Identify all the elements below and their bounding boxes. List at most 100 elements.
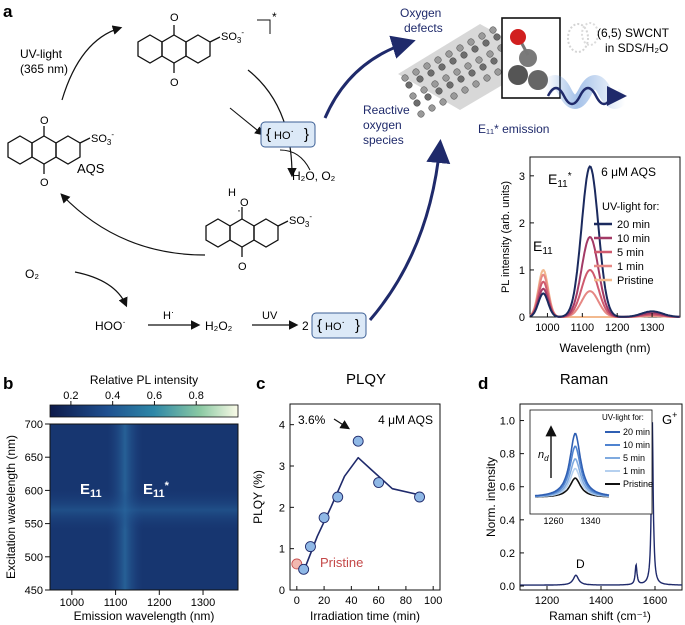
oxygen-atom-icon bbox=[510, 29, 526, 45]
cycle-arrow-bottom bbox=[60, 193, 206, 256]
panel-a: a O O SO3- * O O SO3- AQS bbox=[3, 2, 681, 355]
pl-legend-title: UV-light for: bbox=[602, 201, 659, 213]
carbon-atom bbox=[460, 51, 468, 59]
panel-c: c PLQY 3.6% 4 μM AQS Pristine 0 20 40 60 80 1… bbox=[251, 371, 442, 623]
colorbar-tick-label: 0.2 bbox=[63, 390, 78, 402]
pl-legend-label: 10 min bbox=[617, 233, 650, 245]
plqy-ytick-label: 2 bbox=[279, 502, 285, 514]
cycle-arrow-right bbox=[247, 69, 297, 178]
plqy-fit-line bbox=[302, 456, 420, 572]
top-so3: SO3- bbox=[221, 28, 244, 45]
uv-wavelength-label: (365 nm) bbox=[20, 62, 68, 76]
oxygen-defects-line2: defects bbox=[404, 21, 443, 35]
ho-radical-box bbox=[260, 121, 316, 148]
swcnt-medium-label: in SDS/H₂O bbox=[605, 41, 668, 55]
plqy-annotation-arrow bbox=[333, 418, 351, 430]
carbon-atom bbox=[461, 86, 469, 94]
plqy-xlabel: Irradiation time (min) bbox=[310, 609, 420, 623]
pl-ytick-label: 2 bbox=[519, 218, 525, 230]
pl-xtick-label: 1100 bbox=[570, 322, 594, 334]
panel-label-a: a bbox=[3, 2, 13, 21]
ho-release-arrow bbox=[229, 107, 264, 136]
carbon-atom bbox=[435, 87, 443, 95]
o2-label: O₂ bbox=[25, 267, 39, 281]
reactive-oxygen-line1: Reactive bbox=[363, 103, 410, 117]
aqs-so3: SO3- bbox=[91, 130, 114, 147]
reduced-aqs-structure bbox=[205, 207, 289, 257]
pl-xtick-label: 1000 bbox=[535, 322, 559, 334]
plqy-point bbox=[305, 541, 316, 553]
raman-legend-label: Pristine bbox=[623, 479, 653, 489]
reduced-h: H bbox=[228, 187, 236, 199]
pl-e11star-label: E11* bbox=[548, 171, 572, 190]
carbon-atom bbox=[456, 44, 464, 52]
raman-plot bbox=[520, 422, 682, 586]
raman-g-label: G+ bbox=[662, 410, 677, 427]
reduced-dot: · bbox=[237, 203, 241, 217]
carbon-atom bbox=[413, 99, 421, 107]
emission-label: E₁₁* emission bbox=[478, 122, 549, 136]
carbon-atom bbox=[431, 80, 439, 88]
plqy-ylabel: PLQY (%) bbox=[251, 470, 265, 524]
carbon-atom bbox=[409, 92, 417, 100]
plqy-ytick-label: 4 bbox=[279, 420, 285, 432]
raman-ytick-label: 1.0 bbox=[500, 416, 515, 428]
pl-ticks: 1000 1100 1200 1300 0 1 2 3 bbox=[519, 171, 664, 334]
carbon-atom bbox=[420, 86, 428, 94]
raman-ticks: 1200 1400 1600 0.0 0.2 0.4 0.6 0.8 1.0 bbox=[500, 416, 668, 607]
raman-spectrum-line bbox=[520, 422, 682, 586]
panel-label-c: c bbox=[256, 374, 265, 393]
raman-ylabel: Norm. intensity bbox=[484, 457, 498, 537]
heatmap-xtick-label: 1100 bbox=[104, 597, 128, 609]
uv-arrow bbox=[61, 25, 123, 101]
panel-b: b Relative PL intensity 0.2 0.4 0.6 0.8 E11… bbox=[3, 373, 239, 623]
carbon-atom bbox=[457, 75, 465, 83]
pl-xtick-label: 1300 bbox=[640, 322, 664, 334]
raman-title: Raman bbox=[560, 371, 608, 388]
hoo-label: HOO· bbox=[95, 317, 126, 333]
carbon-atom bbox=[446, 81, 454, 89]
excited-star: * bbox=[272, 10, 277, 24]
plqy-concentration: 4 μM AQS bbox=[378, 413, 433, 427]
carbon-atom bbox=[442, 74, 450, 82]
panel-label-d: d bbox=[478, 374, 488, 393]
raman-inset-nd: nd bbox=[538, 449, 549, 463]
carbon-atom bbox=[438, 63, 446, 71]
pl-legend-label: 5 min bbox=[617, 247, 644, 259]
ho-brace-open: { bbox=[266, 126, 271, 143]
colorbar bbox=[49, 404, 239, 418]
plqy-point bbox=[332, 491, 344, 503]
colorbar-ticks: 0.2 0.4 0.6 0.8 bbox=[63, 390, 204, 405]
carbon-atom bbox=[471, 45, 479, 53]
plqy-title: PLQY bbox=[346, 371, 386, 388]
plqy-xtick-label: 20 bbox=[318, 595, 330, 607]
aqs-excited-structure bbox=[137, 25, 221, 73]
raman-inset-line-20-min bbox=[534, 432, 610, 497]
ho-radical-box-2 bbox=[311, 312, 367, 339]
carbon-atom bbox=[482, 39, 490, 47]
heatmap-ytick-label: 450 bbox=[25, 585, 43, 597]
heatmap-ticks: 1000 1100 1200 1300 700 650 600 550 500 450 bbox=[25, 419, 216, 609]
h2o2-label: H₂O₂ bbox=[205, 319, 233, 333]
carbon-atom bbox=[489, 26, 497, 34]
carbon-atom bbox=[490, 57, 498, 65]
carbon-atom bbox=[468, 69, 476, 77]
reactive-oxygen-line3: species bbox=[363, 133, 404, 147]
heatmap-ytick-label: 500 bbox=[25, 552, 43, 564]
colorbar-tick-label: 0.8 bbox=[189, 390, 204, 402]
pl-ytick-label: 1 bbox=[519, 265, 525, 277]
o2-arrow bbox=[74, 271, 128, 308]
colorbar-title: Relative PL intensity bbox=[90, 373, 198, 387]
heatmap-xlabel: Emission wavelength (nm) bbox=[74, 609, 215, 623]
pl-concentration: 6 μM AQS bbox=[601, 165, 656, 179]
reduced-so3: SO3- bbox=[289, 212, 312, 229]
h-radical-label: H· bbox=[163, 307, 174, 322]
plqy-xtick-label: 100 bbox=[424, 595, 442, 607]
heatmap-ylabel: Excitation wavelength (nm) bbox=[4, 435, 18, 579]
swcnt-illustration bbox=[398, 17, 632, 118]
raman-xtick-label: 1200 bbox=[535, 595, 559, 607]
reduced-o-lower: O bbox=[238, 261, 247, 273]
pl-ylabel: PL intensity (arb. units) bbox=[500, 181, 512, 293]
carbon-atom bbox=[424, 93, 432, 101]
